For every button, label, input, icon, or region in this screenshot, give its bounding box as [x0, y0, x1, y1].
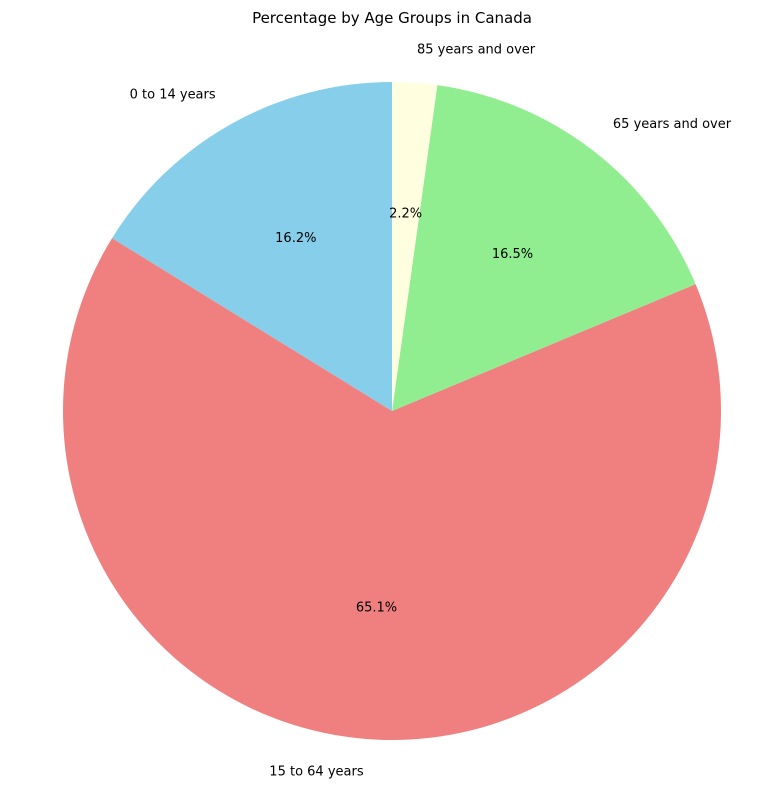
pie-slice-15-to-64-years: [63, 238, 722, 740]
pie-slices: [63, 82, 722, 740]
slice-percent-65-years-and-over: 16.5%: [492, 247, 533, 262]
pie-slice-65-years-and-over: [392, 85, 696, 411]
slice-label-15-to-64-years: 15 to 64 years: [269, 764, 364, 779]
pie-slice-85-years-and-over: [392, 82, 438, 411]
slice-label-0-to-14-years: 0 to 14 years: [130, 87, 216, 102]
slice-percent-0-to-14-years: 16.2%: [275, 231, 316, 246]
slice-percent-15-to-64-years: 65.1%: [356, 600, 397, 615]
slice-percent-85-years-and-over: 2.2%: [389, 207, 422, 222]
chart-title: Percentage by Age Groups in Canada: [252, 9, 532, 27]
pie-labels: 0 to 14 years 16.2% 15 to 64 years 65.1% 65 …: [130, 42, 732, 779]
pie-slice-0-to-14-years: [112, 82, 393, 411]
slice-label-85-years-and-over: 85 years and over: [417, 42, 536, 57]
slice-label-65-years-and-over: 65 years and over: [613, 117, 732, 132]
